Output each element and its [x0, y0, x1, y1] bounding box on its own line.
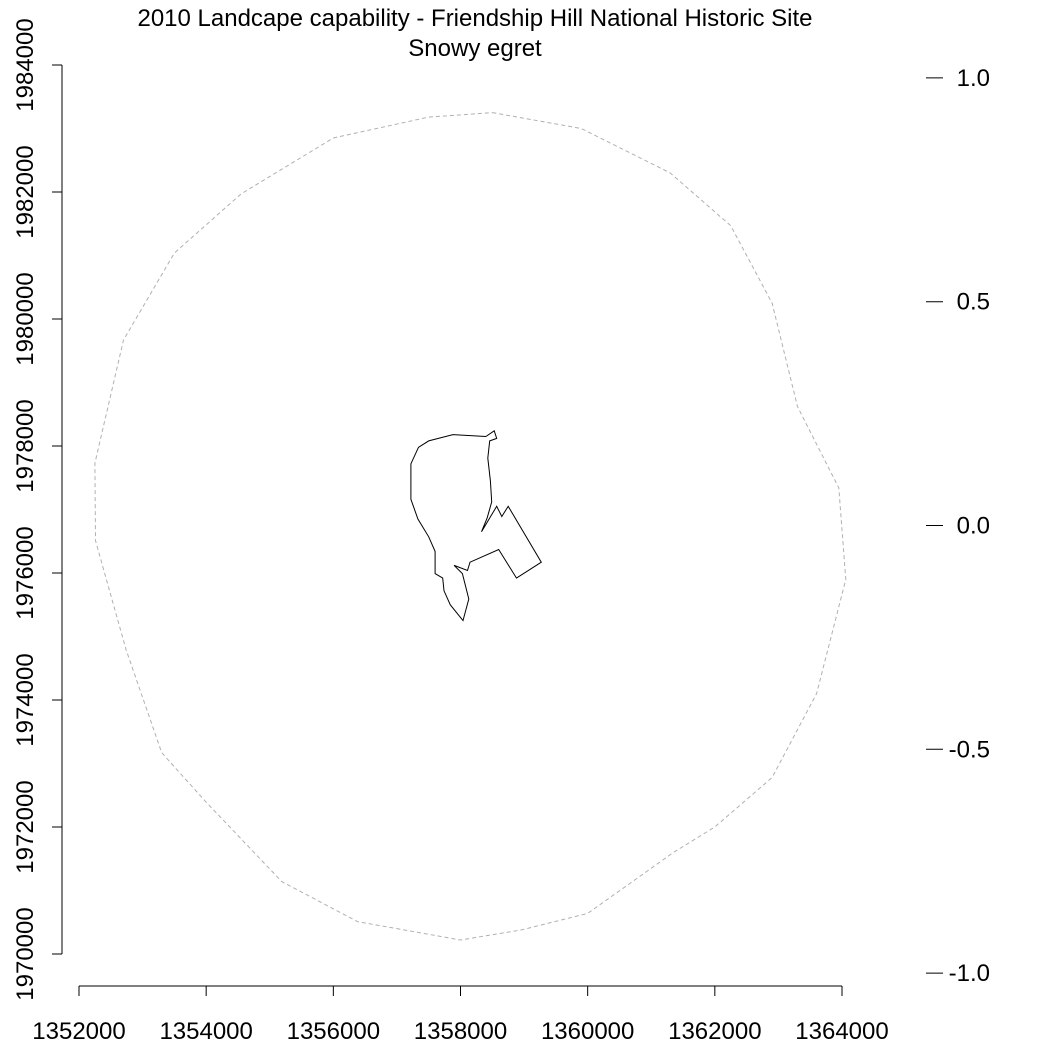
buffer-outline [94, 112, 847, 941]
y-tick-label: 1978000 [12, 399, 39, 492]
y-tick-label: 1974000 [12, 653, 39, 746]
x-tick-label: 1364000 [795, 1018, 888, 1045]
scale-tick-label: -1.0 [949, 960, 990, 987]
y-tick-label: 1972000 [12, 780, 39, 873]
scale-tick-label: 0.0 [957, 513, 990, 540]
y-tick-label: 1976000 [12, 526, 39, 619]
scale-axis: 1.0 0.5 0.0 -0.5 -1.0 [926, 65, 990, 987]
x-tick-label: 1358000 [414, 1018, 507, 1045]
x-axis: 1352000 1354000 1356000 1358000 1360000 13620… [32, 985, 889, 1045]
scale-tick-label: -0.5 [949, 736, 990, 763]
x-tick-label: 1352000 [32, 1018, 125, 1045]
y-tick-label: 1982000 [12, 145, 39, 238]
chart-title: 2010 Landcape capability - Friendship Hi… [137, 5, 812, 32]
series-layer [94, 112, 847, 941]
x-tick-label: 1362000 [668, 1018, 761, 1045]
y-tick-label: 1984000 [12, 18, 39, 111]
x-tick-label: 1360000 [541, 1018, 634, 1045]
x-tick-label: 1356000 [287, 1018, 380, 1045]
y-axis: 1970000 1972000 1974000 1976000 1978000 19800… [12, 18, 63, 1001]
y-tick-label: 1980000 [12, 272, 39, 365]
park-boundary [410, 430, 542, 622]
chart-subtitle: Snowy egret [408, 35, 542, 62]
scale-tick-label: 1.0 [957, 65, 990, 92]
y-tick-label: 1970000 [12, 907, 39, 1000]
x-tick-label: 1354000 [159, 1018, 252, 1045]
scale-tick-label: 0.5 [957, 289, 990, 316]
